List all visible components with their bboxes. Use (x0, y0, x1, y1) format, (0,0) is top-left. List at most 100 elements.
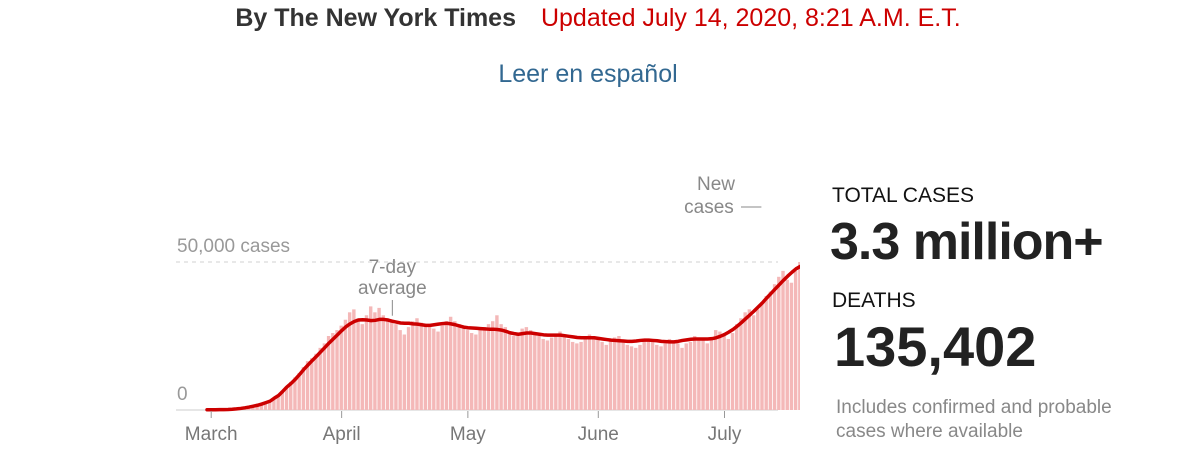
bar-new-cases (743, 312, 747, 410)
bar-new-cases (268, 401, 272, 410)
bar-new-cases (448, 316, 453, 410)
total-cases-value: 3.3 million+ (830, 213, 1104, 271)
annotation-average-line-1: 7-day (369, 257, 417, 278)
bar-new-cases (583, 338, 587, 410)
bar-new-cases (314, 353, 318, 410)
bar-new-cases (381, 315, 386, 410)
bar-new-cases (310, 358, 314, 410)
bar-new-cases (642, 340, 646, 410)
bar-new-cases (608, 340, 613, 410)
bar-new-cases (680, 347, 684, 410)
bar-new-cases (684, 343, 688, 410)
bar-new-cases (655, 344, 659, 410)
bar-new-cases (284, 386, 289, 410)
x-tick-label-2: May (450, 424, 486, 445)
x-tick-label-4: July (708, 424, 742, 445)
bar-new-cases (709, 338, 714, 410)
bar-new-cases (318, 347, 322, 410)
bar-new-cases (697, 337, 701, 410)
bar-new-cases (549, 337, 554, 410)
bar-new-cases (444, 321, 449, 410)
x-tick-label-0: March (185, 424, 238, 445)
bar-new-cases (356, 318, 360, 410)
bar-new-cases (793, 270, 798, 410)
bar-new-cases (638, 344, 642, 410)
bar-new-cases (360, 324, 364, 410)
bar-new-cases (276, 395, 280, 410)
total-cases-label: TOTAL CASES (832, 184, 974, 207)
bar-new-cases (440, 325, 444, 410)
bar-new-cases (566, 338, 571, 410)
bar-new-cases (772, 284, 777, 410)
bar-new-cases (339, 325, 343, 410)
bar-new-cases (364, 315, 369, 410)
bar-new-cases (785, 279, 789, 410)
bar-new-cases (415, 318, 419, 410)
bar-new-cases (347, 312, 352, 410)
bar-new-cases (528, 330, 533, 410)
bar-new-cases (499, 324, 503, 410)
bar-new-cases (293, 377, 297, 410)
bar-new-cases (512, 336, 516, 410)
bar-new-cases (255, 405, 259, 410)
bar-new-cases (457, 324, 461, 410)
bar-new-cases (289, 381, 293, 410)
bar-new-cases (507, 333, 512, 410)
bar-new-cases (705, 343, 709, 410)
bar-new-cases (730, 333, 735, 410)
bar-new-cases (659, 346, 663, 410)
bar-new-cases (570, 341, 575, 410)
bar-new-cases (591, 336, 596, 410)
bar-new-cases (520, 328, 524, 410)
bar-new-cases (768, 291, 773, 410)
bar-new-cases (402, 334, 407, 410)
bar-new-cases (558, 331, 562, 410)
bar-new-cases (537, 336, 541, 410)
bar-new-cases (482, 327, 486, 410)
bar-new-cases (331, 333, 335, 410)
x-tick-label-3: June (578, 424, 619, 445)
annotation-new-cases-line-2: cases (684, 197, 734, 218)
bar-new-cases (436, 331, 440, 410)
y-tick-label-1: 50,000 cases (177, 236, 290, 257)
bar-new-cases (491, 321, 495, 410)
bar-new-cases (297, 373, 301, 410)
bar-new-cases (554, 336, 558, 410)
bar-new-cases (621, 341, 625, 410)
byline: By The New York Times Updated July 14, 2… (0, 4, 1196, 33)
bar-new-cases (739, 318, 743, 410)
bar-new-cases (600, 341, 604, 410)
bar-new-cases (423, 324, 428, 410)
bar-new-cases (713, 330, 718, 410)
bar-new-cases (326, 336, 331, 410)
bar-new-cases (646, 338, 651, 410)
updated-timestamp: Updated July 14, 2020, 8:21 A.M. E.T. (540, 4, 961, 32)
bar-new-cases (406, 327, 411, 410)
bar-new-cases (688, 341, 693, 410)
bar-new-cases (301, 367, 306, 410)
bar-new-cases (305, 361, 310, 410)
bar-new-cases (676, 343, 680, 410)
bar-new-cases (427, 327, 432, 410)
deaths-value: 135,402 (834, 315, 1037, 378)
spanish-language-link[interactable]: Leer en español (498, 60, 678, 88)
bar-new-cases (516, 333, 520, 410)
bar-new-cases (411, 321, 415, 410)
bar-new-cases (789, 282, 794, 410)
bar-new-cases (474, 334, 478, 410)
bar-new-cases (453, 321, 457, 410)
bar-new-cases (777, 276, 781, 410)
bar-new-cases (432, 328, 436, 410)
bar-new-cases (562, 336, 566, 410)
bar-new-cases (503, 327, 508, 410)
bar-new-cases (390, 319, 394, 410)
bar-new-cases (280, 390, 285, 410)
bar-new-cases (495, 315, 499, 410)
bar-new-cases (385, 318, 390, 410)
line-7-day-average (205, 264, 800, 412)
bar-new-cases (486, 324, 491, 410)
bar-new-cases (335, 330, 339, 410)
bar-new-cases (587, 334, 592, 410)
byline-author: By The New York Times (235, 4, 516, 32)
bar-new-cases (756, 309, 760, 410)
